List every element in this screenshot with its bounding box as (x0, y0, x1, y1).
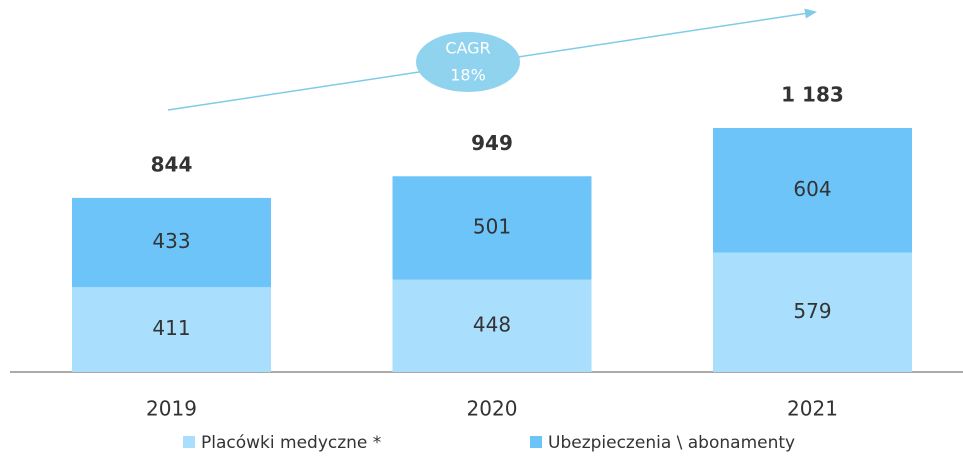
bar-segment (72, 287, 271, 372)
legend-swatch (183, 436, 195, 448)
bar-segment (72, 197, 271, 288)
bar-segment (392, 279, 592, 372)
x-tick-label: 2020 (467, 397, 518, 421)
legend-swatch (530, 436, 542, 448)
total-label: 844 (151, 152, 193, 176)
value-label: 604 (793, 177, 831, 201)
value-label: 411 (152, 316, 190, 340)
bar-segment (713, 128, 912, 253)
value-label: 448 (473, 312, 511, 336)
value-label: 579 (793, 299, 831, 323)
value-label: 433 (152, 229, 190, 253)
total-label: 949 (471, 131, 513, 155)
cagr-bubble (416, 32, 520, 92)
x-tick-label: 2019 (146, 397, 197, 421)
value-label: 501 (473, 214, 511, 238)
bar-segment (392, 176, 592, 280)
legend-label: Placówki medyczne * (201, 433, 381, 453)
x-tick-label: 2021 (787, 397, 838, 421)
total-label: 1 183 (781, 83, 844, 107)
annotation: 18% (450, 66, 486, 85)
annotation: CAGR (445, 39, 490, 58)
bar-segment (713, 252, 912, 372)
legend-label: Ubezpieczenia \ abonamenty (548, 433, 795, 453)
